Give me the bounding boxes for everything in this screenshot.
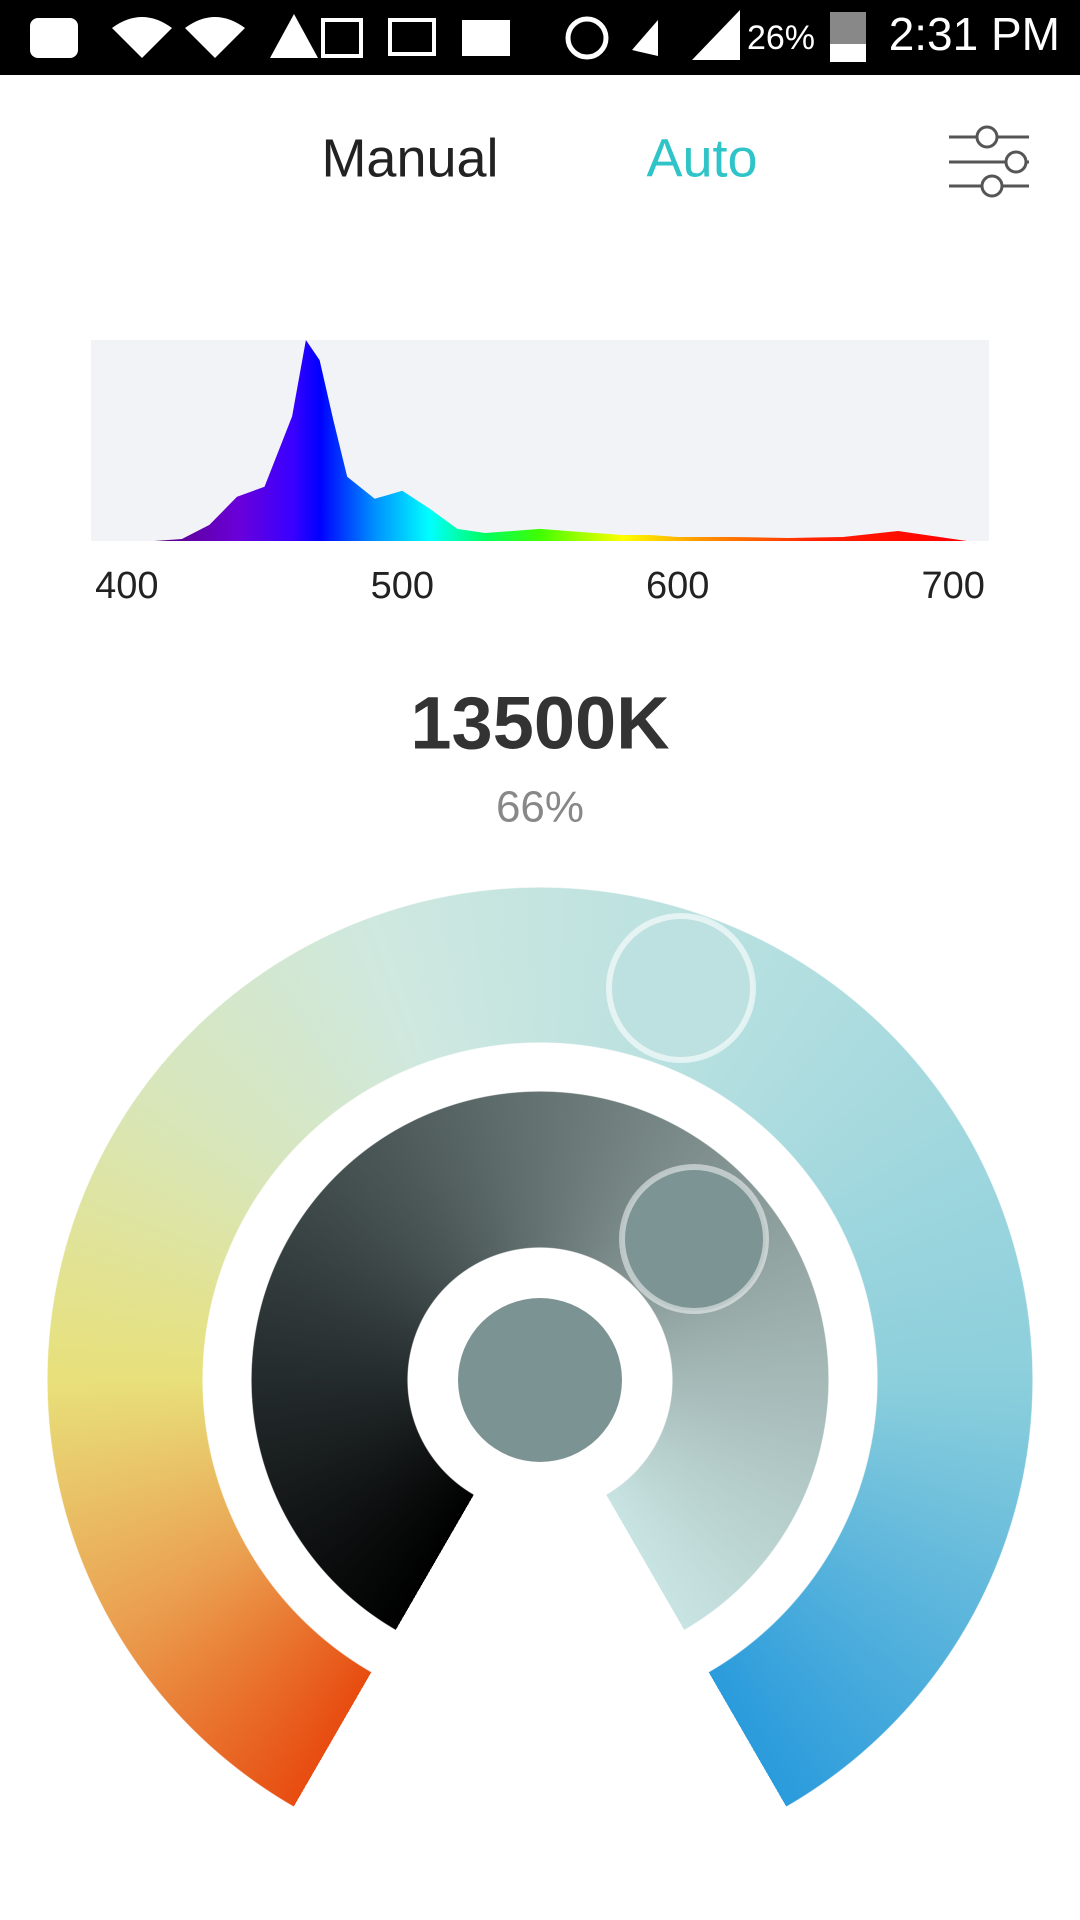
icon-battery-level xyxy=(830,44,866,62)
x-tick-label: 500 xyxy=(371,565,434,607)
icon-add xyxy=(30,18,78,58)
x-tick-label: 700 xyxy=(921,565,984,607)
icon-signal xyxy=(692,10,740,60)
intensity: 66% xyxy=(496,783,584,832)
clock: 2:31 PM xyxy=(889,8,1060,60)
icon-mail xyxy=(388,18,436,56)
icon-wifi xyxy=(112,17,245,58)
icon-gmail xyxy=(462,20,510,56)
brightness-ring[interactable] xyxy=(251,1091,829,1669)
icon-alarm xyxy=(565,16,609,60)
status-icons xyxy=(30,10,866,62)
color-temperature: 13500K xyxy=(410,682,669,765)
icon-image xyxy=(321,18,363,58)
tab-manual[interactable]: Manual xyxy=(321,128,498,188)
tab-auto[interactable]: Auto xyxy=(646,128,757,188)
battery-text: 26% xyxy=(747,19,815,57)
icon-warning xyxy=(270,14,318,58)
status-bar xyxy=(0,0,1080,75)
spectrum-chart: 400 500 600 700 xyxy=(95,340,985,607)
x-tick-label: 400 xyxy=(95,565,158,607)
spectrum-area xyxy=(154,340,967,541)
filter-button[interactable] xyxy=(949,125,1029,198)
icon-4g xyxy=(632,20,658,56)
x-tick-label: 600 xyxy=(646,565,709,607)
